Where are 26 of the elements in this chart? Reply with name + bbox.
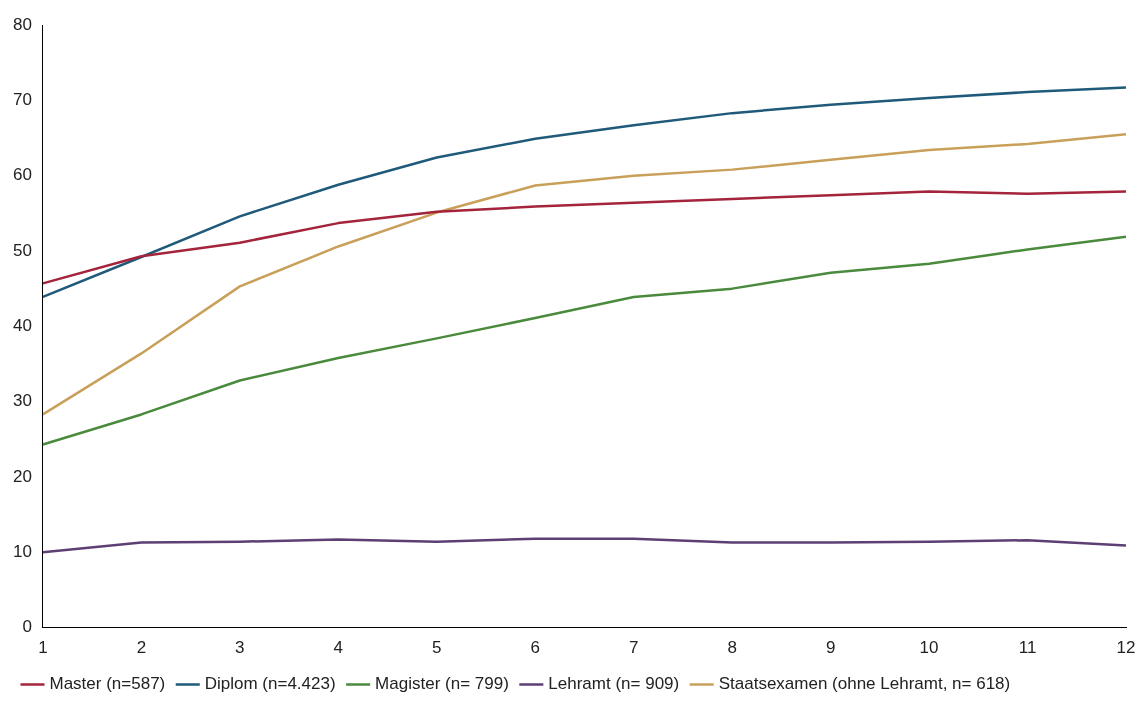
x-tick-label: 9 xyxy=(825,638,836,658)
x-tick-label: 2 xyxy=(136,638,147,658)
y-tick-label: 50 xyxy=(12,240,32,260)
y-tick-label: 0 xyxy=(22,617,32,637)
y-tick-label: 60 xyxy=(12,165,32,185)
x-tick-label: 11 xyxy=(1018,638,1037,658)
x-tick-label: 6 xyxy=(530,638,540,658)
legend-label: Magister (n= 799) xyxy=(375,674,509,694)
x-tick-label: 8 xyxy=(727,638,737,658)
y-tick-label: 10 xyxy=(12,541,32,561)
x-tick-label: 5 xyxy=(432,638,442,658)
x-tick-label: 10 xyxy=(919,638,939,658)
legend-label: Diplom (n=4.423) xyxy=(204,674,336,694)
y-tick-label: 20 xyxy=(12,466,32,486)
legend-label: Master (n=587) xyxy=(49,674,166,694)
y-tick-label: 80 xyxy=(12,14,32,34)
legend-label: Lehramt (n= 909) xyxy=(548,674,680,694)
y-tick-label: 30 xyxy=(12,391,32,411)
y-tick-label: 40 xyxy=(12,315,32,335)
y-tick-label: 70 xyxy=(12,90,32,110)
x-tick-label: 3 xyxy=(235,638,245,658)
x-tick-label: 1 xyxy=(38,638,48,658)
x-tick-label: 4 xyxy=(333,638,344,658)
legend-label: Staatsexamen (ohne Lehramt, n= 618) xyxy=(718,674,1011,694)
x-tick-label: 7 xyxy=(628,638,639,658)
x-tick-label: 12 xyxy=(1116,638,1136,658)
